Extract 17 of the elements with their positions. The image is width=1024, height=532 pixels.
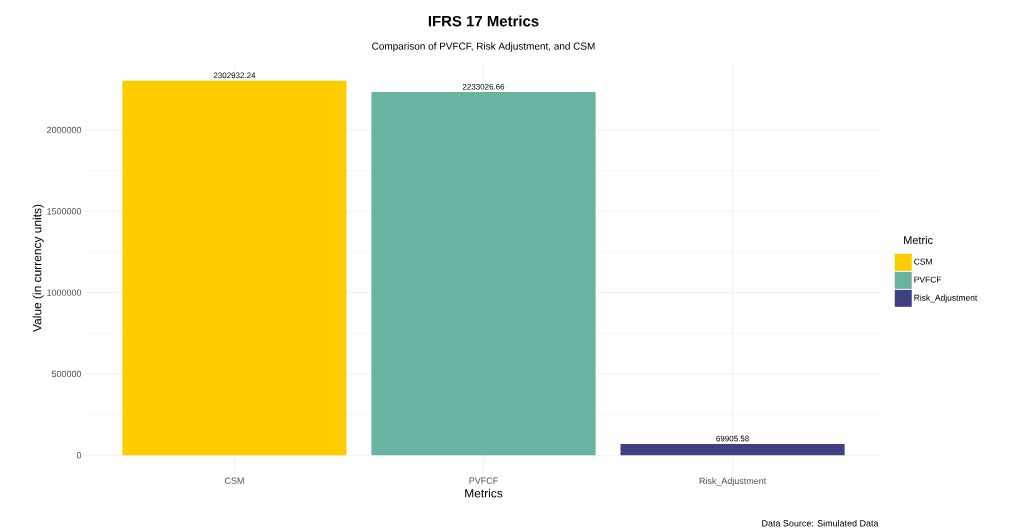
- chart-title: IFRS 17 Metrics: [428, 15, 539, 27]
- x-tick-label: PVFCF: [469, 477, 498, 484]
- y-axis-title: Value (in currency units): [32, 204, 44, 332]
- legend-label: CSM: [914, 258, 932, 265]
- y-tick-label: 0: [76, 452, 82, 459]
- legend-label: Risk_Adjustment: [914, 294, 978, 303]
- chart-subtitle: Comparison of PVFCF, Risk Adjustment, and CSM: [372, 42, 595, 52]
- y-tick-label: 1500000: [47, 208, 82, 215]
- y-tick-label: 2000000: [47, 126, 82, 134]
- y-tick-label: 1000000: [47, 289, 82, 296]
- legend-label: PVFCF: [914, 276, 942, 283]
- x-tick-label: CSM: [224, 477, 244, 484]
- y-tick-label: 500000: [51, 370, 82, 378]
- source-note: Data Source: Simulated Data: [762, 519, 879, 527]
- x-axis-title: Metrics: [465, 488, 503, 498]
- legend-title: Metric: [904, 235, 933, 245]
- x-tick-label: Risk_Adjustment: [699, 477, 767, 486]
